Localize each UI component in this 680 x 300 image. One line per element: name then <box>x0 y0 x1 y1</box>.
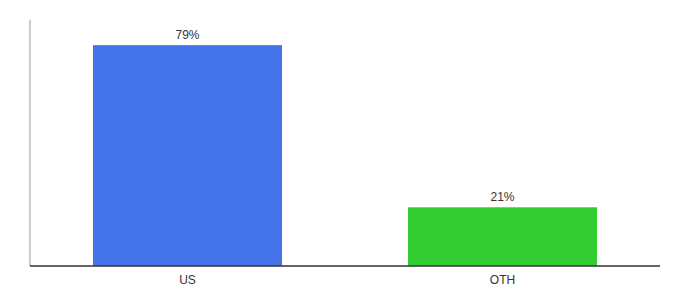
bar <box>408 207 597 266</box>
x-tick-label: US <box>179 273 196 287</box>
data-label: 79% <box>175 28 199 42</box>
bar <box>93 45 282 266</box>
chart-container: US OTH 79% 21% <box>0 0 680 300</box>
y-axis-line <box>30 20 31 266</box>
x-tick-label: OTH <box>490 273 515 287</box>
bars <box>93 45 597 266</box>
x-axis-line <box>30 265 660 267</box>
chart: US OTH 79% 21% <box>0 0 680 300</box>
data-label: 21% <box>490 190 514 204</box>
